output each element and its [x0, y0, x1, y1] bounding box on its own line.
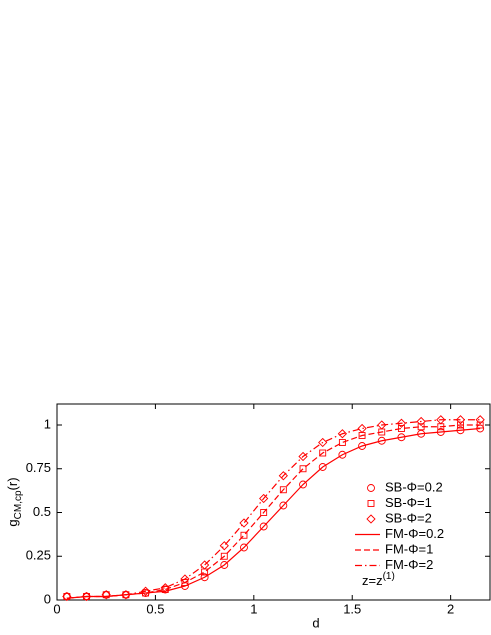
marker-circle — [200, 573, 209, 582]
marker-circle — [279, 501, 288, 510]
marker-circle — [220, 561, 229, 569]
marker-square — [299, 465, 307, 473]
marker-diamond — [455, 415, 466, 425]
marker-diamond — [62, 591, 72, 602]
marker-circle — [338, 450, 347, 459]
annotation: z=z(1) — [362, 571, 395, 589]
marker-diamond — [81, 591, 92, 602]
y-label-tail: (r) — [5, 477, 20, 490]
marker-square — [279, 486, 287, 494]
marker-square — [240, 531, 248, 539]
marker-circle — [299, 480, 307, 489]
marker-diamond — [140, 586, 151, 596]
marker-square — [338, 439, 346, 446]
marker-diamond — [475, 415, 485, 425]
marker-circle — [318, 463, 327, 471]
marker-circle — [161, 585, 170, 594]
marker-diamond — [121, 590, 131, 600]
marker-circle — [397, 433, 406, 442]
y-tick-label: 0.25 — [26, 548, 51, 563]
marker-square — [102, 591, 110, 599]
y-tick-label: 0.5 — [33, 504, 51, 519]
annotation-base: z=z — [362, 573, 383, 588]
marker-diamond — [318, 437, 328, 448]
marker-circle — [367, 484, 375, 492]
marker-diamond — [337, 429, 348, 439]
marker-diamond — [239, 518, 249, 528]
y-label-base: g — [5, 519, 20, 526]
x-tick-label: 0.5 — [146, 601, 164, 616]
y-tick-label: 0 — [44, 591, 51, 606]
x-tick-label: 2 — [447, 601, 454, 616]
marker-circle — [358, 442, 367, 450]
marker-diamond — [357, 423, 367, 434]
marker-square — [63, 593, 71, 600]
marker-circle — [62, 592, 71, 601]
marker-circle — [377, 436, 386, 445]
line — [66, 419, 481, 599]
marker-circle — [259, 522, 268, 531]
marker-diamond — [101, 590, 111, 600]
marker-diamond — [259, 493, 269, 504]
marker-diamond — [377, 420, 387, 430]
marker-square — [319, 449, 327, 457]
marker-circle — [240, 543, 248, 552]
marker-diamond — [199, 560, 210, 570]
line — [66, 427, 481, 599]
y-label-sub: CM,cp — [13, 490, 24, 519]
marker-diamond — [436, 415, 446, 425]
marker-square — [367, 500, 375, 507]
x-tick-label: 1.5 — [343, 601, 361, 616]
marker-diamond — [416, 416, 426, 427]
x-tick-label: 1 — [250, 601, 257, 616]
legend-label: SB-Φ=2 — [385, 510, 432, 525]
legend-label: SB-Φ=0.2 — [385, 479, 443, 494]
x-tick-label: 0 — [53, 601, 60, 616]
legend-label: SB-Φ=1 — [385, 495, 432, 510]
y-tick-label: 0.75 — [26, 460, 51, 475]
marker-square — [260, 509, 268, 516]
marker-diamond — [366, 514, 376, 524]
y-tick-label: 1 — [44, 416, 51, 431]
marker-diamond — [219, 541, 229, 551]
x-axis-label: d — [312, 615, 319, 630]
marker-diamond — [396, 418, 407, 428]
marker-square — [220, 552, 228, 560]
legend-label: FM-Φ=1 — [385, 541, 433, 556]
plot-frame — [56, 403, 491, 601]
y-axis-label: gCM,cp(r) — [5, 477, 23, 526]
legend-label: FM-Φ=0.2 — [385, 526, 444, 541]
legend-label: FM-Φ=2 — [385, 557, 433, 572]
marker-diamond — [278, 471, 288, 481]
annotation-sup: (1) — [383, 571, 395, 582]
marker-circle — [102, 590, 111, 599]
